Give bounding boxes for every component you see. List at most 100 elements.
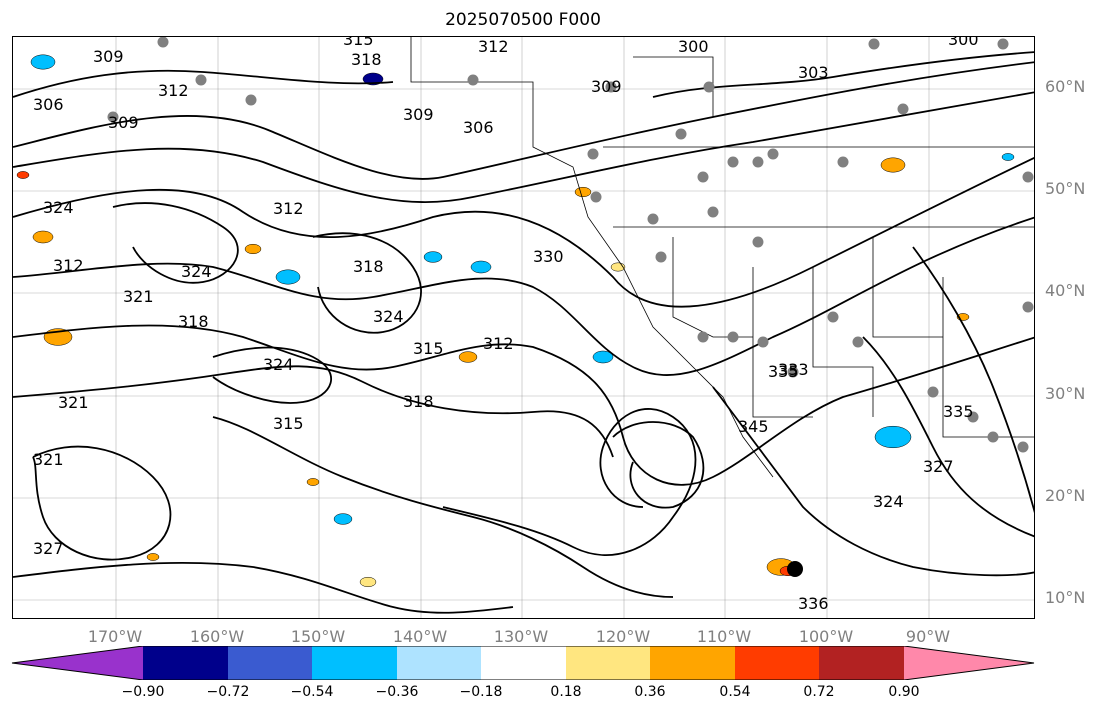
contour-label: 333: [778, 360, 809, 379]
theta-contour: [712, 386, 1034, 577]
theta-contours: [13, 51, 1034, 614]
station-marker: [245, 94, 257, 106]
station-marker: [1022, 171, 1034, 183]
contour-label: 324: [43, 198, 74, 217]
contour-label: 300: [678, 37, 709, 56]
station-marker: [787, 561, 803, 577]
theta-contour: [312, 232, 422, 334]
contour-label: 312: [483, 334, 514, 353]
station-marker: [837, 156, 849, 168]
anomaly-patch: [362, 72, 384, 86]
anomaly-patch: [16, 171, 30, 179]
theta-contour: [13, 561, 514, 614]
longitude-label: 170°W: [87, 627, 143, 646]
station-marker: [1017, 441, 1029, 453]
anomaly-patch: [574, 186, 592, 198]
colorbar-segment: [904, 646, 1034, 680]
anomaly-patch: [423, 251, 443, 263]
contour-label: 335: [943, 402, 974, 421]
contour-label: 306: [33, 95, 64, 114]
theta-contour: [912, 246, 1034, 514]
station-marker: [997, 38, 1009, 50]
theta-contour: [862, 336, 1034, 538]
contour-label: 303: [798, 63, 829, 82]
station-marker: [967, 411, 979, 423]
anomaly-patch: [458, 351, 478, 363]
theta-contour: [13, 324, 1034, 486]
contour-label: 315: [273, 414, 304, 433]
contour-label: 324: [873, 492, 904, 511]
contour-label: 315: [413, 339, 444, 358]
contour-label: 312: [478, 37, 509, 56]
contour-label: 315: [343, 37, 374, 49]
contour-label: 324: [181, 262, 212, 281]
longitude-label: 160°W: [189, 627, 245, 646]
station-marker: [655, 251, 667, 263]
station-marker: [752, 156, 764, 168]
colorbar-tick-label: 0.54: [719, 684, 751, 700]
colorbar-segment: [397, 646, 481, 680]
land-border: [672, 237, 753, 338]
land-border: [872, 237, 943, 338]
contour-label: 335: [768, 362, 799, 381]
contour-label: 321: [58, 393, 89, 412]
theta-contour: [13, 156, 1034, 308]
station-marker: [927, 386, 939, 398]
land-border: [812, 267, 874, 417]
contour-label: 300: [948, 37, 979, 49]
contour-label: 318: [178, 312, 209, 331]
map-canvas: 309 315 312 318 300 303 300 309 312 309 306 309 306 3…: [13, 37, 1034, 618]
contour-label: 309: [93, 47, 124, 66]
colorbar-tick-label: −0.18: [459, 684, 503, 700]
station-marker: [787, 366, 799, 378]
station-marker: [727, 331, 739, 343]
land-border: [752, 267, 813, 418]
longitude-label: 120°W: [595, 627, 651, 646]
contour-label: 312: [273, 199, 304, 218]
station-marker: [675, 128, 687, 140]
theta-contour: [13, 61, 1034, 180]
contour-label: 318: [353, 257, 384, 276]
colorbar-segment: [566, 646, 650, 680]
contour-label: 312: [158, 81, 189, 100]
colorbar-tick-label: −0.72: [206, 684, 250, 700]
station-markers: [107, 37, 1034, 577]
contour-label: 327: [923, 457, 954, 476]
figure-title: 2025070500 F000: [445, 10, 601, 30]
latitude-label: 50°N: [1045, 179, 1086, 198]
longitude-label: 140°W: [392, 627, 448, 646]
contour-labels: 309 315 312 318 300 303 300 309 312 309 306 309 306 3…: [33, 37, 979, 613]
anomaly-patch: [30, 54, 56, 70]
station-marker: [852, 336, 864, 348]
colorbar-segment: [228, 646, 312, 680]
anomaly-patch: [146, 553, 160, 561]
anomaly-patch: [874, 425, 912, 449]
colorbar-segment: [312, 646, 397, 680]
colorbar-tick-label: 0.90: [888, 684, 920, 700]
theta-contour: [612, 421, 705, 509]
contour-label: 306: [463, 118, 494, 137]
colorbar-segment: [481, 646, 566, 680]
station-marker: [1022, 301, 1034, 313]
colorbar-segment: [819, 646, 904, 680]
longitude-label: 150°W: [290, 627, 346, 646]
station-marker: [767, 148, 779, 160]
station-marker: [897, 103, 909, 115]
theta-contour: [442, 408, 697, 556]
latitude-label: 40°N: [1045, 281, 1086, 300]
colorbar-segment: [650, 646, 735, 680]
contour-label: 324: [373, 307, 404, 326]
colorbar-segment: [735, 646, 819, 680]
anomaly-patch: [333, 513, 353, 525]
map-plot[interactable]: 309 315 312 318 300 303 300 309 312 309 306 309 306 3…: [12, 36, 1035, 619]
colorbar-outline: [11, 646, 1035, 680]
theta-contour: [13, 91, 1034, 203]
contour-label: 327: [33, 539, 64, 558]
land-borders: [410, 37, 1034, 478]
contour-label: 309: [108, 113, 139, 132]
anomaly-patch: [592, 350, 614, 364]
anomaly-patch: [32, 230, 54, 244]
colorbar: [11, 646, 1035, 680]
anomaly-patch: [1001, 153, 1015, 161]
contour-label: 321: [123, 287, 154, 306]
